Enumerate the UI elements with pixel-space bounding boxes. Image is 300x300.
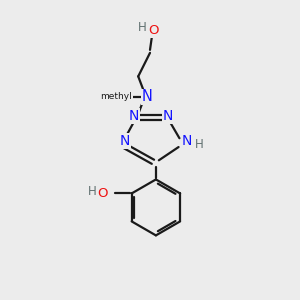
Text: N: N [163, 109, 173, 123]
Text: N: N [182, 134, 192, 148]
Text: N: N [120, 134, 130, 148]
Text: O: O [98, 187, 108, 200]
Text: H: H [88, 185, 96, 199]
Text: O: O [148, 24, 159, 37]
Text: H: H [195, 138, 203, 151]
Text: H: H [137, 21, 146, 34]
Text: methyl: methyl [100, 92, 132, 101]
Text: N: N [129, 109, 139, 123]
Text: N: N [142, 89, 152, 104]
